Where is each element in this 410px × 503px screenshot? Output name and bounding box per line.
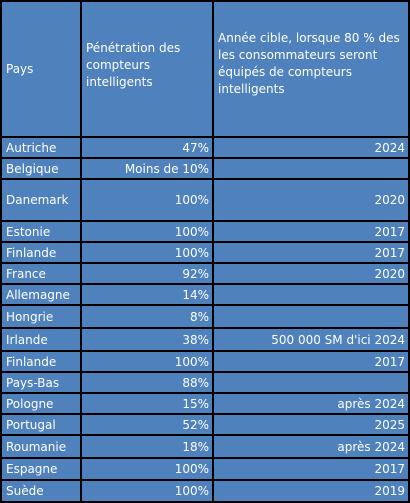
target-year-cell: 2020 [214,264,408,283]
table-row: Autriche 47% 2024 [0,138,410,157]
target-year-cell: 2017 [214,459,408,479]
header-country: Pays [2,2,80,136]
penetration-cell: 14% [82,285,212,304]
penetration-cell: 100% [82,459,212,479]
table-row: Portugal 52% 2025 [0,415,410,434]
header-row: Pays Pénétration des compteurs intellige… [0,2,410,136]
header-target-line: Année cible, lorsque 80 % des [218,31,400,45]
table-row: Estonie 100% 2017 [0,222,410,241]
penetration-cell: 38% [82,329,212,350]
country-cell: Pologne [2,394,80,413]
country-cell: Estonie [2,222,80,241]
penetration-cell: 100% [82,481,212,501]
penetration-cell: 100% [82,222,212,241]
target-year-cell [214,373,408,392]
country-cell: Pays-Bas [2,373,80,392]
target-year-cell: 500 000 SM d'ici 2024 [214,329,408,350]
country-cell: Finlande [2,243,80,262]
table-row: Roumanie 18% après 2024 [0,436,410,457]
header-target-line: intelligents [218,82,285,96]
country-cell: Hongrie [2,306,80,327]
penetration-cell: 15% [82,394,212,413]
country-cell: Autriche [2,138,80,157]
header-country-label: Pays [6,61,34,76]
country-cell: Portugal [2,415,80,434]
target-year-cell: 2020 [214,180,408,220]
target-year-cell: 2019 [214,481,408,501]
country-cell: Irlande [2,329,80,350]
penetration-cell: 100% [82,352,212,371]
penetration-cell: 100% [82,180,212,220]
penetration-cell: 88% [82,373,212,392]
header-penetration: Pénétration des compteurs intelligents [82,2,212,136]
table-row: Suède 100% 2019 [0,481,410,501]
country-cell: Belgique [2,159,80,178]
country-cell: Allemagne [2,285,80,304]
country-cell: Espagne [2,459,80,479]
country-cell: Danemark [2,180,80,220]
target-year-cell: 2017 [214,243,408,262]
table-row: Hongrie 8% [0,306,410,327]
table-row: Irlande 38% 500 000 SM d'ici 2024 [0,329,410,350]
country-cell: France [2,264,80,283]
target-year-cell: 2024 [214,138,408,157]
target-year-cell: 2017 [214,222,408,241]
target-year-cell: 2025 [214,415,408,434]
country-cell: Finlande [2,352,80,371]
penetration-cell: 52% [82,415,212,434]
target-year-cell: 2017 [214,352,408,371]
penetration-cell: 47% [82,138,212,157]
country-cell: Roumanie [2,436,80,457]
penetration-cell: 8% [82,306,212,327]
country-cell: Suède [2,481,80,501]
penetration-cell: Moins de 10% [82,159,212,178]
header-penetration-line: compteurs [86,58,151,72]
table-row: Allemagne 14% [0,285,410,304]
header-target-year: Année cible, lorsque 80 % des les consom… [214,2,408,136]
penetration-cell: 100% [82,243,212,262]
header-target-line: équipés de compteurs [218,65,352,79]
target-year-cell [214,159,408,178]
table-row: Finlande 100% 2017 [0,352,410,371]
penetration-cell: 92% [82,264,212,283]
target-year-cell: après 2024 [214,436,408,457]
table-row: Espagne 100% 2017 [0,459,410,479]
target-year-cell: après 2024 [214,394,408,413]
table-row: Belgique Moins de 10% [0,159,410,178]
header-target-line: les consommateurs seront [218,48,378,62]
table-row: Pays-Bas 88% [0,373,410,392]
header-penetration-line: intelligents [86,75,153,89]
table-row: Finlande 100% 2017 [0,243,410,262]
header-penetration-line: Pénétration des [86,41,181,55]
target-year-cell [214,285,408,304]
target-year-cell [214,306,408,327]
table-row: Pologne 15% après 2024 [0,394,410,413]
table-row: Danemark 100% 2020 [0,180,410,220]
penetration-cell: 18% [82,436,212,457]
table-row: France 92% 2020 [0,264,410,283]
